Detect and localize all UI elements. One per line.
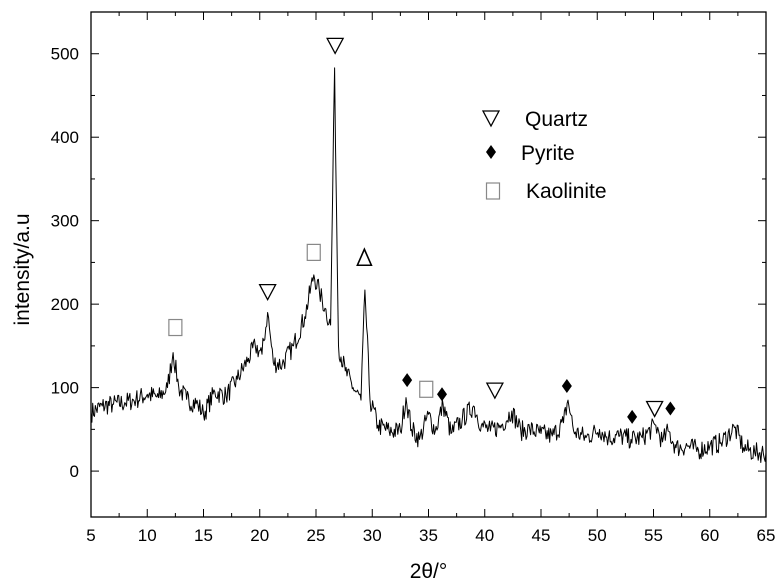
x-tick-label: 60 [700, 526, 719, 545]
pyrite-marker [402, 373, 413, 388]
x-tick-label: 30 [363, 526, 382, 545]
legend-label-quartz: Quartz [525, 108, 588, 131]
legend-marker-kaolinite [485, 182, 501, 200]
xrd-trace [90, 67, 767, 463]
y-axis-ticks: 0 100 200 300 400 500 [51, 45, 766, 481]
x-tick-label: 25 [307, 526, 326, 545]
pyrite-marker [561, 378, 572, 393]
series-layer [90, 67, 767, 463]
x-tick-label: 35 [419, 526, 438, 545]
x-tick-label: 5 [86, 526, 95, 545]
pyrite-marker [437, 387, 447, 402]
x-tick-label: 15 [194, 526, 213, 545]
legend: Quartz Pyrite Kaolinite [481, 108, 607, 203]
x-tick-label: 65 [757, 526, 776, 545]
quartz-marker [258, 283, 277, 302]
plot-border [90, 11, 767, 518]
triangle-marker [356, 247, 373, 267]
x-tick-label: 20 [250, 526, 269, 545]
y-axis-title: intensity/a.u [11, 213, 34, 325]
plot-frame [90, 11, 767, 518]
legend-marker-pyrite [486, 145, 496, 159]
pyrite-marker [627, 409, 638, 424]
y-tick-label: 400 [51, 128, 79, 147]
y-tick-label: 100 [51, 379, 79, 398]
x-tick-label: 40 [475, 526, 494, 545]
quartz-marker [645, 400, 664, 418]
kaolinite-marker [168, 318, 183, 337]
kaolinite-marker [419, 380, 434, 398]
kaolinite-marker [306, 243, 321, 261]
x-tick-label: 45 [532, 526, 551, 545]
y-tick-label: 200 [51, 295, 79, 314]
quartz-marker [326, 37, 345, 55]
y-tick-label: 300 [51, 212, 79, 231]
x-axis-ticks: 5 10 15 20 25 30 35 40 45 50 55 60 65 [86, 12, 775, 545]
peak-annotations [168, 37, 676, 424]
x-tick-label: 50 [588, 526, 607, 545]
x-tick-label: 10 [138, 526, 157, 545]
legend-label-pyrite: Pyrite [521, 142, 575, 165]
quartz-marker [485, 382, 504, 400]
x-tick-label: 55 [644, 526, 663, 545]
legend-label-kaolinite: Kaolinite [526, 180, 607, 203]
y-tick-label: 500 [51, 45, 79, 64]
x-axis-title: 2θ/° [410, 560, 448, 583]
legend-marker-quartz [481, 110, 501, 128]
y-tick-label: 0 [70, 462, 79, 481]
pyrite-marker [665, 401, 676, 416]
